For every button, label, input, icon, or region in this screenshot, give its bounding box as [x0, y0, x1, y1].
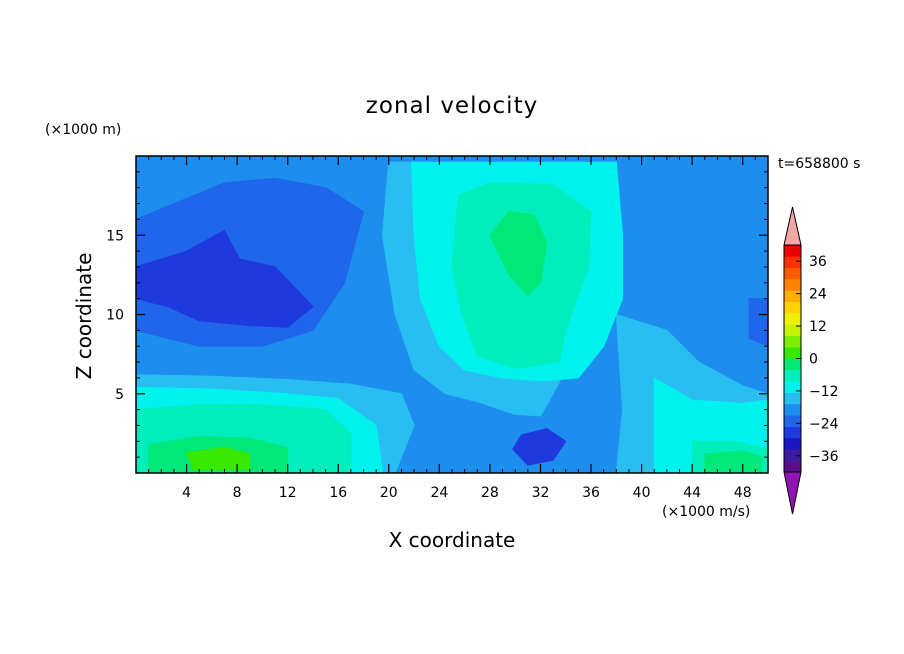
- colorbar-tick-label: −24: [809, 416, 839, 432]
- velocity-field: [136, 156, 768, 473]
- colorbar-bin: [784, 279, 801, 291]
- y-axis-title: Z coordinate: [72, 253, 96, 380]
- x-tick-label: 4: [182, 485, 191, 501]
- colorbar-bin: [784, 290, 801, 303]
- colorbar-bin: [784, 267, 801, 280]
- colorbar-bin: [784, 245, 801, 257]
- colorbar-bin: [784, 449, 801, 461]
- field-region-16: [704, 450, 763, 473]
- y-tick-label: 10: [106, 308, 124, 324]
- x-tick-label: 24: [430, 485, 448, 501]
- colorbar-bin: [784, 358, 801, 371]
- colorbar-tick-label: −36: [809, 449, 839, 465]
- x-axis: 4 8 12 16 20 24 28 32 36 40 44 48: [148, 156, 756, 501]
- colorbar-tick-label: 12: [809, 319, 827, 335]
- x-tick-label: 32: [532, 485, 550, 501]
- x-unit-label: (×1000 m/s): [662, 504, 750, 520]
- chart-title: zonal velocity: [366, 93, 538, 119]
- field-region-14: [489, 211, 548, 296]
- x-tick-label: 36: [582, 485, 600, 501]
- colorbar-bin: [784, 369, 801, 382]
- colorbar-tick-label: 0: [809, 352, 818, 368]
- x-tick-label: 44: [683, 485, 701, 501]
- colorbar-bin: [784, 437, 801, 450]
- colorbar-tick-label: 24: [809, 287, 827, 303]
- y-tick-label: 5: [115, 387, 124, 403]
- field-region-2: [748, 298, 768, 347]
- x-tick-label: 16: [329, 485, 347, 501]
- colorbar-bin: [784, 256, 801, 268]
- field-region-4: [512, 428, 567, 466]
- colorbar-bin: [784, 313, 801, 325]
- colorbar-bin: [784, 324, 801, 337]
- field-region-3: [136, 230, 314, 328]
- x-axis-title: X coordinate: [389, 528, 516, 552]
- colorbar-bin: [784, 335, 801, 348]
- x-tick-label: 48: [734, 485, 752, 501]
- time-label: t=658800 s: [778, 156, 860, 172]
- colorbar-tick-label: 36: [809, 254, 827, 270]
- colorbar-bin: [784, 381, 801, 393]
- colorbar-bin: [784, 347, 801, 359]
- colorbar-over-arrow: [783, 206, 802, 246]
- colorbar-tick-label: −12: [809, 384, 839, 400]
- colorbar-under-arrow: [783, 471, 802, 515]
- x-tick-label: 8: [233, 485, 242, 501]
- colorbar-bin: [784, 460, 801, 473]
- x-tick-label: 12: [279, 485, 297, 501]
- y-axis: 5 10 15: [106, 171, 768, 458]
- colorbar: 36 24 12 0 −12 −24 −36: [783, 206, 839, 515]
- y-unit-label: (×1000 m): [45, 122, 121, 138]
- colorbar-bin: [784, 415, 801, 427]
- x-tick-label: 40: [633, 485, 651, 501]
- colorbar-bin: [784, 301, 801, 314]
- x-tick-label: 20: [380, 485, 398, 501]
- y-tick-label: 15: [106, 228, 124, 244]
- field-region-17: [186, 447, 251, 471]
- colorbar-bin: [784, 426, 801, 439]
- colorbar-bin: [784, 392, 801, 405]
- x-tick-label: 28: [481, 485, 499, 501]
- colorbar-bin: [784, 403, 801, 416]
